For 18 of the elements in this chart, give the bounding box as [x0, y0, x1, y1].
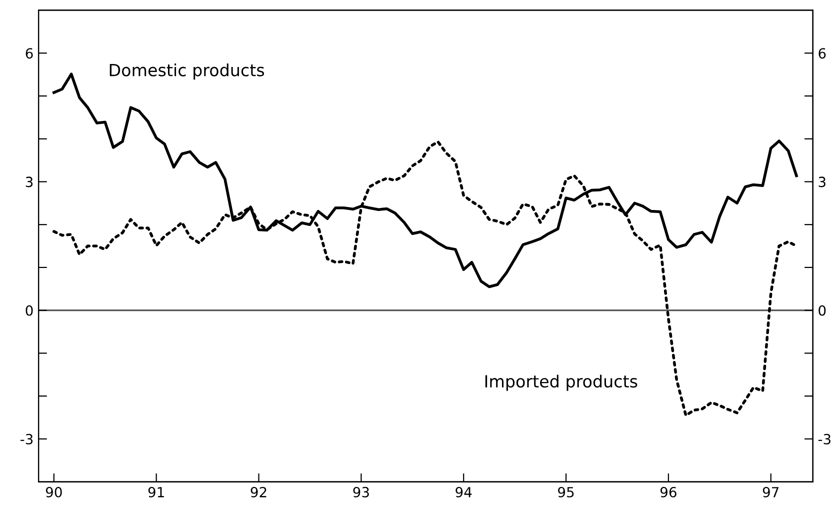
x-tick-label: 92	[250, 486, 266, 498]
x-tick-label: 93	[353, 486, 369, 498]
x-tick-label: 90	[46, 486, 62, 498]
y-tick-label: -3	[20, 434, 33, 444]
y2-tick-label: 0	[818, 305, 826, 316]
y2-tick-label: -3	[818, 434, 830, 444]
text: Domestic products	[110, 63, 264, 80]
x-tick-label: 94	[456, 486, 472, 498]
y-tick-label: 0	[26, 305, 33, 316]
y-tick-label: 3	[26, 176, 33, 188]
x-tick-label: 91	[148, 486, 164, 498]
y2-tick-label: 6	[818, 48, 826, 59]
y2-tick-label: 3	[818, 176, 826, 188]
x-tick-label: 97	[762, 486, 779, 498]
text: Imported products	[485, 374, 638, 391]
y-tick-label: 6	[26, 48, 33, 59]
x-tick-label: 96	[660, 486, 676, 498]
x-tick-label: 95	[558, 486, 574, 498]
